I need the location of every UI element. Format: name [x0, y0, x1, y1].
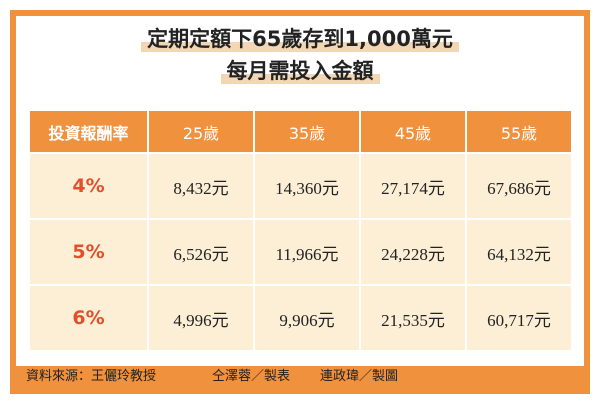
table-row: 5% 6,526元 11,966元 24,228元 64,132元 [30, 218, 571, 286]
amount-cell: 6,526元 [147, 218, 255, 286]
amount-cell: 8,432元 [147, 152, 255, 220]
rate-cell: 5% [30, 218, 149, 286]
savings-table: 投資報酬率 25歲 35歲 45歲 55歲 4% 8,432元 14,360元 … [30, 111, 571, 350]
table-maker-credit: 仝澤蓉／製表 [212, 369, 291, 384]
header-age-45: 45歲 [359, 111, 467, 153]
title-text-2: 每月需投入金額 [226, 59, 374, 83]
subtitle-highlight [220, 74, 380, 84]
amount-cell: 9,906元 [253, 284, 361, 350]
title-line-1: 定期定額下65歲存到1,000萬元 [141, 24, 459, 54]
amount-cell: 24,228元 [359, 218, 467, 286]
amount-cell: 14,360元 [253, 152, 361, 220]
header-age-25: 25歲 [147, 111, 255, 153]
title-block: 定期定額下65歲存到1,000萬元 每月需投入金額 [16, 22, 584, 86]
header-age-35: 35歲 [253, 111, 361, 153]
title-line-2: 每月需投入金額 [220, 56, 380, 86]
infographic-frame: 定期定額下65歲存到1,000萬元 每月需投入金額 投資報酬率 25歲 35歲 … [10, 10, 590, 394]
table-header-row: 投資報酬率 25歲 35歲 45歲 55歲 [30, 111, 571, 153]
illustrator-credit: 連政瑋／製圖 [320, 369, 399, 384]
rate-cell: 6% [30, 284, 149, 350]
title-text-1: 定期定額下65歲存到1,000萬元 [147, 27, 453, 51]
table-row: 4% 8,432元 14,360元 27,174元 67,686元 [30, 152, 571, 220]
amount-cell: 4,996元 [147, 284, 255, 350]
amount-cell: 11,966元 [253, 218, 361, 286]
source-credit: 資料來源：王儷玲教授 [26, 369, 157, 384]
amount-cell: 64,132元 [465, 218, 571, 286]
header-return-rate: 投資報酬率 [30, 111, 149, 153]
amount-cell: 60,717元 [465, 284, 571, 350]
credits-footer: 資料來源：王儷玲教授 仝澤蓉／製表 連政瑋／製圖 [16, 366, 584, 388]
rate-cell: 4% [30, 152, 149, 220]
amount-cell: 21,535元 [359, 284, 467, 350]
title-highlight [141, 42, 459, 52]
amount-cell: 67,686元 [465, 152, 571, 220]
header-age-55: 55歲 [465, 111, 571, 153]
amount-cell: 27,174元 [359, 152, 467, 220]
table-row: 6% 4,996元 9,906元 21,535元 60,717元 [30, 284, 571, 350]
